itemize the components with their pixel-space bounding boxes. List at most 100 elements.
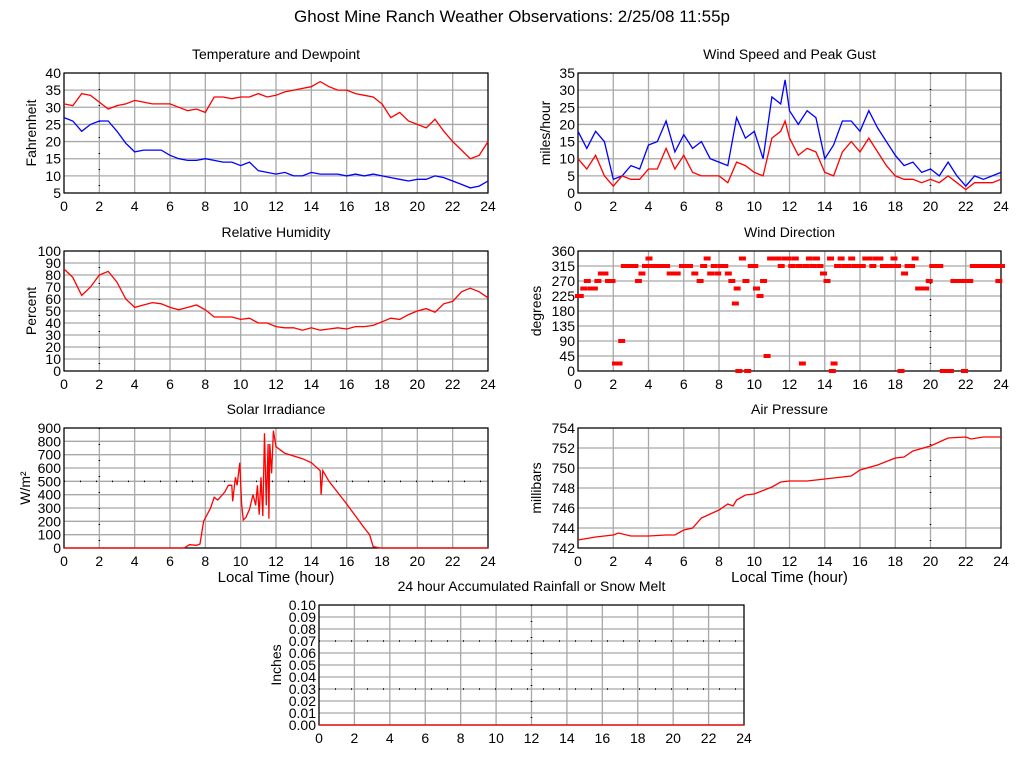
data-point [957, 279, 965, 283]
y-tick-label: 30 [559, 82, 575, 98]
data-point [966, 279, 974, 283]
y-tick-label: 752 [552, 440, 576, 456]
y-axis-label: miles/hour [537, 100, 553, 165]
x-tick-label: 2 [609, 198, 617, 214]
y-tick-label: 0.09 [289, 609, 316, 625]
x-tick-label: 4 [131, 198, 139, 214]
data-point [751, 264, 759, 268]
y-axis-label: W/m² [17, 471, 33, 505]
chart-title: Wind Speed and Peak Gust [703, 46, 876, 62]
data-point [908, 264, 916, 268]
y-tick-label: 40 [45, 315, 61, 331]
data-point [717, 264, 725, 268]
x-tick-label: 14 [817, 553, 833, 569]
data-point [858, 264, 866, 268]
y-tick-label: 80 [45, 267, 61, 283]
data-point [638, 271, 646, 276]
x-tick-label: 10 [746, 376, 762, 392]
data-point [950, 279, 958, 283]
x-tick-label: 4 [131, 553, 139, 569]
data-point [601, 271, 609, 276]
data-point [663, 264, 671, 268]
data-point [604, 279, 612, 283]
data-point [869, 264, 877, 268]
series-line [577, 118, 1002, 191]
data-point [990, 264, 998, 268]
data-point [819, 271, 827, 276]
data-point [983, 264, 991, 268]
y-tick-label: 30 [45, 327, 61, 343]
x-tick-label: 8 [457, 730, 465, 746]
y-tick-label: 20 [559, 116, 575, 132]
data-point [855, 264, 863, 268]
x-tick-label: 24 [736, 730, 752, 746]
x-tick-label: 4 [131, 376, 139, 392]
y-tick-label: 45 [559, 348, 575, 364]
data-point [583, 279, 591, 283]
data-point [828, 369, 836, 373]
data-point [707, 271, 715, 276]
x-tick-label: 8 [715, 198, 723, 214]
page-title: Ghost Mine Ranch Weather Observations: 2… [294, 7, 730, 26]
data-point [795, 264, 803, 268]
data-point [802, 264, 810, 268]
y-tick-label: 400 [38, 487, 62, 503]
x-tick-label: 20 [410, 198, 426, 214]
x-tick-label: 18 [374, 198, 390, 214]
y-tick-label: 700 [38, 447, 62, 463]
x-tick-label: 10 [746, 198, 762, 214]
y-tick-label: 0.00 [289, 717, 316, 733]
y-tick-label: 0.03 [289, 681, 316, 697]
x-tick-label: 16 [852, 198, 868, 214]
x-tick-label: 20 [410, 553, 426, 569]
x-tick-label: 0 [574, 198, 582, 214]
y-tick-label: 750 [552, 460, 576, 476]
x-tick-label: 14 [304, 553, 320, 569]
x-tick-label: 2 [95, 376, 103, 392]
x-tick-label: 6 [421, 730, 429, 746]
x-tick-label: 6 [680, 376, 688, 392]
x-tick-label: 2 [609, 376, 617, 392]
x-tick-label: 14 [304, 376, 320, 392]
series-line [63, 80, 489, 160]
y-tick-label: 10 [559, 151, 575, 167]
x-tick-label: 16 [852, 553, 868, 569]
x-tick-label: 14 [559, 730, 575, 746]
y-tick-label: 30 [45, 99, 61, 115]
data-point [714, 271, 722, 276]
x-axis-label: Local Time (hour) [731, 569, 848, 586]
data-point [673, 271, 681, 276]
data-point [649, 264, 657, 268]
y-tick-label: 0 [53, 363, 61, 379]
x-tick-label: 12 [782, 553, 798, 569]
y-tick-label: 225 [552, 288, 576, 304]
x-tick-label: 14 [817, 376, 833, 392]
data-point [753, 286, 761, 291]
data-point [936, 264, 944, 268]
data-point [960, 369, 968, 373]
y-tick-label: 800 [38, 433, 62, 449]
y-tick-label: 5 [53, 185, 61, 201]
data-point [763, 354, 771, 358]
data-point [760, 279, 768, 283]
y-tick-label: 360 [552, 243, 576, 259]
series-line [63, 116, 489, 189]
data-point [925, 279, 933, 283]
data-point [830, 361, 838, 366]
plot-frame [63, 72, 489, 194]
data-point [781, 256, 789, 261]
x-tick-label: 12 [782, 376, 798, 392]
chart-title: 24 hour Accumulated Rainfall or Snow Mel… [398, 578, 666, 594]
data-point [980, 264, 988, 268]
data-point [865, 256, 873, 261]
y-tick-label: 25 [45, 116, 61, 132]
data-point [645, 256, 653, 261]
y-axis-label: Percent [23, 287, 39, 335]
data-point [841, 264, 849, 268]
y-axis-label: degrees [528, 286, 544, 337]
data-point [634, 279, 642, 283]
